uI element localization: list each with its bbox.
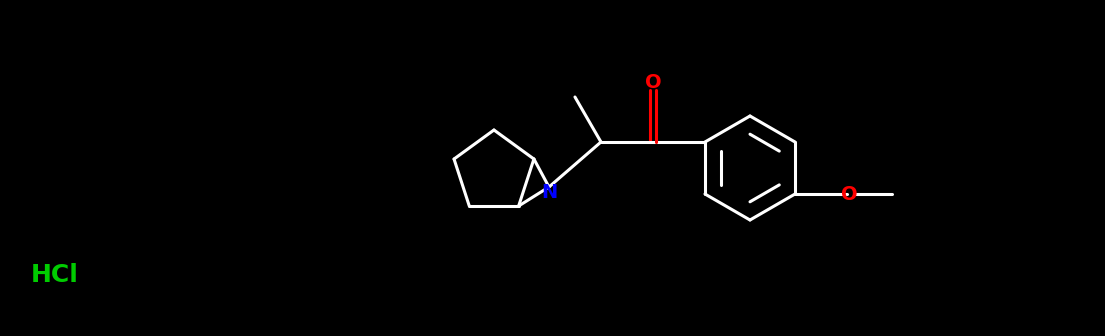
Text: O: O bbox=[841, 184, 857, 204]
Text: O: O bbox=[644, 73, 661, 91]
Text: HCl: HCl bbox=[31, 263, 78, 287]
Text: N: N bbox=[540, 182, 557, 202]
